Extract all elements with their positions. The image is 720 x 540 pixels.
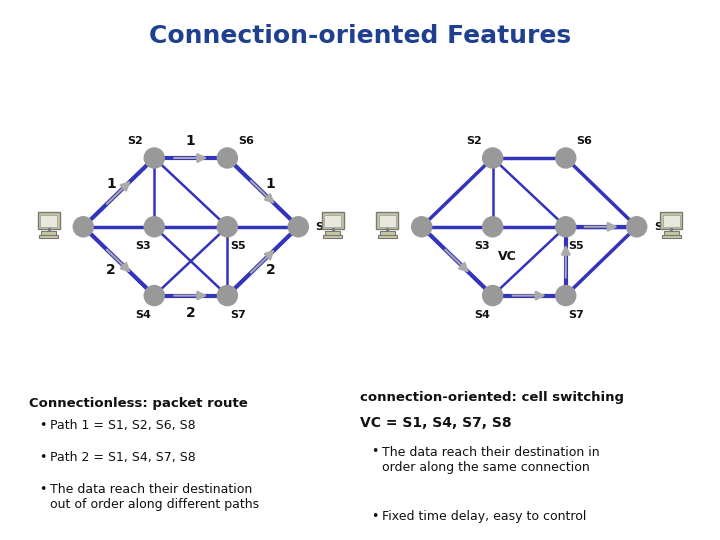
Text: VC: VC (498, 251, 517, 264)
Circle shape (627, 217, 647, 237)
Text: The data reach their destination in
order along the same connection: The data reach their destination in orde… (382, 446, 599, 474)
FancyBboxPatch shape (322, 212, 344, 230)
Text: S4: S4 (135, 310, 151, 320)
FancyBboxPatch shape (42, 231, 56, 234)
Text: •: • (40, 451, 47, 464)
Text: 2: 2 (107, 263, 116, 277)
Text: S7: S7 (569, 310, 585, 320)
Text: S2: S2 (127, 136, 143, 146)
Text: 1: 1 (266, 177, 275, 191)
Text: S4: S4 (474, 310, 490, 320)
Text: Connection-oriented Features: Connection-oriented Features (149, 24, 571, 48)
Circle shape (483, 217, 503, 237)
Circle shape (145, 217, 164, 237)
Text: S1: S1 (46, 222, 62, 232)
Circle shape (556, 217, 575, 237)
FancyBboxPatch shape (660, 212, 683, 230)
Text: 2: 2 (266, 263, 275, 277)
Text: S6: S6 (238, 136, 254, 146)
Text: S5: S5 (569, 241, 585, 251)
Circle shape (145, 148, 164, 167)
Text: Path 1 = S1, S2, S6, S8: Path 1 = S1, S2, S6, S8 (50, 418, 196, 431)
Circle shape (483, 148, 503, 167)
FancyBboxPatch shape (40, 215, 58, 227)
FancyBboxPatch shape (325, 231, 340, 234)
Text: S1: S1 (384, 222, 400, 232)
Text: S8: S8 (654, 222, 670, 232)
Circle shape (217, 217, 237, 237)
FancyBboxPatch shape (662, 215, 680, 227)
Text: S8: S8 (315, 222, 331, 232)
Circle shape (145, 286, 164, 305)
Text: Path 2 = S1, S4, S7, S8: Path 2 = S1, S4, S7, S8 (50, 451, 196, 464)
Text: •: • (40, 483, 47, 496)
Text: S5: S5 (230, 241, 246, 251)
Circle shape (556, 148, 575, 167)
Text: connection-oriented: cell switching: connection-oriented: cell switching (360, 392, 624, 404)
FancyBboxPatch shape (40, 235, 58, 238)
Text: S2: S2 (466, 136, 482, 146)
FancyBboxPatch shape (380, 231, 395, 234)
Text: 1: 1 (186, 134, 196, 148)
Circle shape (217, 286, 237, 305)
Text: S6: S6 (577, 136, 593, 146)
Circle shape (556, 286, 575, 305)
FancyBboxPatch shape (323, 235, 342, 238)
Text: 1: 1 (107, 177, 116, 191)
Text: •: • (40, 418, 47, 431)
Text: The data reach their destination
out of order along different paths: The data reach their destination out of … (50, 483, 259, 511)
FancyBboxPatch shape (37, 212, 60, 230)
Text: S7: S7 (230, 310, 246, 320)
Text: S3: S3 (135, 241, 151, 251)
Circle shape (217, 148, 237, 167)
Circle shape (289, 217, 308, 237)
FancyBboxPatch shape (662, 235, 680, 238)
FancyBboxPatch shape (664, 231, 678, 234)
Text: •: • (371, 446, 378, 458)
Circle shape (73, 217, 93, 237)
FancyBboxPatch shape (379, 215, 396, 227)
Circle shape (412, 217, 431, 237)
Circle shape (483, 286, 503, 305)
Text: VC = S1, S4, S7, S8: VC = S1, S4, S7, S8 (360, 416, 512, 430)
FancyBboxPatch shape (324, 215, 341, 227)
Text: •: • (371, 510, 378, 523)
Text: Connectionless: packet route: Connectionless: packet route (29, 397, 248, 410)
Text: S3: S3 (474, 241, 490, 251)
FancyBboxPatch shape (376, 212, 398, 230)
Text: Fixed time delay, easy to control: Fixed time delay, easy to control (382, 510, 586, 523)
Text: 2: 2 (186, 306, 196, 320)
FancyBboxPatch shape (378, 235, 397, 238)
